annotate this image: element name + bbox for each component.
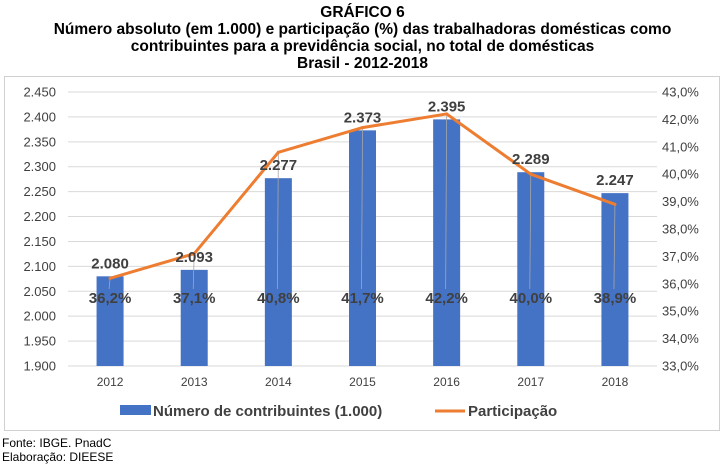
participation-point-2014 — [276, 150, 280, 154]
participation-point-2017 — [529, 172, 533, 176]
legend: Número de contribuintes (1.000) Participa… — [120, 403, 557, 420]
data-labels: 2.080 2.093 2.277 2.373 2.395 2.289 2.247 36,2%… — [89, 98, 636, 307]
y-right-tick-label: 42,0% — [662, 112, 699, 127]
bar-value-label: 2.277 — [260, 157, 298, 174]
elaboration-text: Elaboração: DIEESE — [2, 450, 114, 464]
x-tick-label: 2018 — [602, 375, 629, 389]
y-right-tick-label: 35,0% — [662, 304, 699, 319]
line-series — [108, 112, 617, 280]
x-tick-label: 2013 — [181, 375, 208, 389]
y-left-tick-label: 2.350 — [23, 134, 56, 149]
line-value-label: 40,8% — [257, 290, 300, 307]
y-right-tick-label: 40,0% — [662, 167, 699, 182]
leader-line — [445, 113, 448, 290]
line-value-label: 38,9% — [594, 290, 637, 307]
x-tick-label: 2014 — [265, 375, 292, 389]
x-axis: 2012 2013 2014 2015 2016 2017 2018 — [97, 375, 629, 389]
bar-value-label: 2.373 — [344, 109, 382, 126]
bar-2013 — [180, 269, 208, 366]
bar-2014 — [264, 178, 292, 366]
line-value-label: 37,1% — [173, 290, 216, 307]
line-value-label: 42,2% — [425, 290, 468, 307]
bar-value-label: 2.289 — [512, 151, 550, 168]
leader-lines — [108, 113, 616, 290]
chart-title-line-1: Número absoluto (em 1.000) e participaçã… — [53, 21, 672, 38]
leader-line — [108, 278, 111, 290]
bar-value-label: 2.247 — [596, 172, 634, 189]
leader-line — [361, 127, 363, 290]
y-right-tick-label: 38,0% — [662, 222, 699, 237]
legend-bar-label: Número de contribuintes (1.000) — [153, 403, 382, 420]
bar-value-label: 2.093 — [175, 249, 213, 266]
y-right-tick-label: 39,0% — [662, 194, 699, 209]
leader-line — [613, 204, 616, 290]
line-value-label: 40,0% — [510, 290, 553, 307]
y-right-tick-label: 41,0% — [662, 139, 699, 154]
bar-value-label: 2.395 — [428, 98, 466, 115]
y-axis-left: 1.900 1.950 2.000 2.050 2.100 2.150 2.200 2.250… — [23, 85, 56, 374]
chart-subtitle: Brasil - 2012-2018 — [297, 55, 428, 72]
chart-title-line-2: contribuintes para a previdência social,… — [130, 38, 595, 55]
participation-point-2015 — [361, 126, 364, 130]
y-left-tick-label: 2.200 — [23, 209, 56, 224]
y-axis-right: 33,0% 34,0% 35,0% 36,0% 37,0% 38,0% 39,0% 40,0%… — [662, 85, 699, 374]
bar-value-label: 2.080 — [91, 255, 129, 272]
participation-point-2012 — [108, 276, 112, 280]
y-right-tick-label: 33,0% — [662, 359, 699, 374]
y-left-tick-label: 2.000 — [23, 309, 56, 324]
y-left-tick-label: 2.100 — [23, 259, 56, 274]
x-tick-label: 2012 — [97, 375, 124, 389]
line-value-label: 41,7% — [341, 290, 384, 307]
line-value-label: 36,2% — [89, 290, 132, 307]
y-left-tick-label: 2.150 — [23, 234, 56, 249]
participation-point-2018 — [613, 202, 617, 206]
source-note: Fonte: IBGE. PnadC Elaboração: DIEESE — [2, 436, 113, 464]
legend-line-label: Participação — [468, 403, 557, 420]
bar-2012 — [96, 276, 124, 366]
y-left-tick-label: 2.050 — [23, 284, 56, 299]
participation-point-2016 — [445, 112, 449, 116]
x-tick-label: 2015 — [349, 375, 376, 389]
y-right-tick-label: 43,0% — [662, 85, 699, 100]
leader-line — [276, 152, 279, 290]
x-tick-label: 2016 — [433, 375, 460, 389]
y-left-tick-label: 1.950 — [23, 334, 56, 349]
y-left-tick-label: 2.400 — [23, 109, 56, 124]
y-left-tick-label: 2.450 — [23, 85, 56, 100]
chart-title-block: GRÁFICO 6 Número absoluto (em 1.000) e p… — [0, 4, 725, 72]
y-left-tick-label: 1.900 — [23, 359, 56, 374]
leader-line — [529, 174, 532, 290]
y-right-tick-label: 34,0% — [662, 331, 699, 346]
source-text: Fonte: IBGE. PnadC — [2, 436, 112, 450]
legend-bar-swatch — [120, 405, 151, 415]
participation-point-2013 — [192, 252, 196, 256]
chart-title-number: GRÁFICO 6 — [320, 4, 405, 21]
chart-frame — [4, 76, 720, 431]
leader-line — [192, 253, 195, 290]
x-tick-label: 2017 — [517, 375, 544, 389]
y-right-tick-label: 36,0% — [662, 276, 699, 291]
y-left-tick-label: 2.250 — [23, 184, 56, 199]
y-right-tick-label: 37,0% — [662, 249, 699, 264]
y-left-tick-label: 2.300 — [23, 159, 56, 174]
